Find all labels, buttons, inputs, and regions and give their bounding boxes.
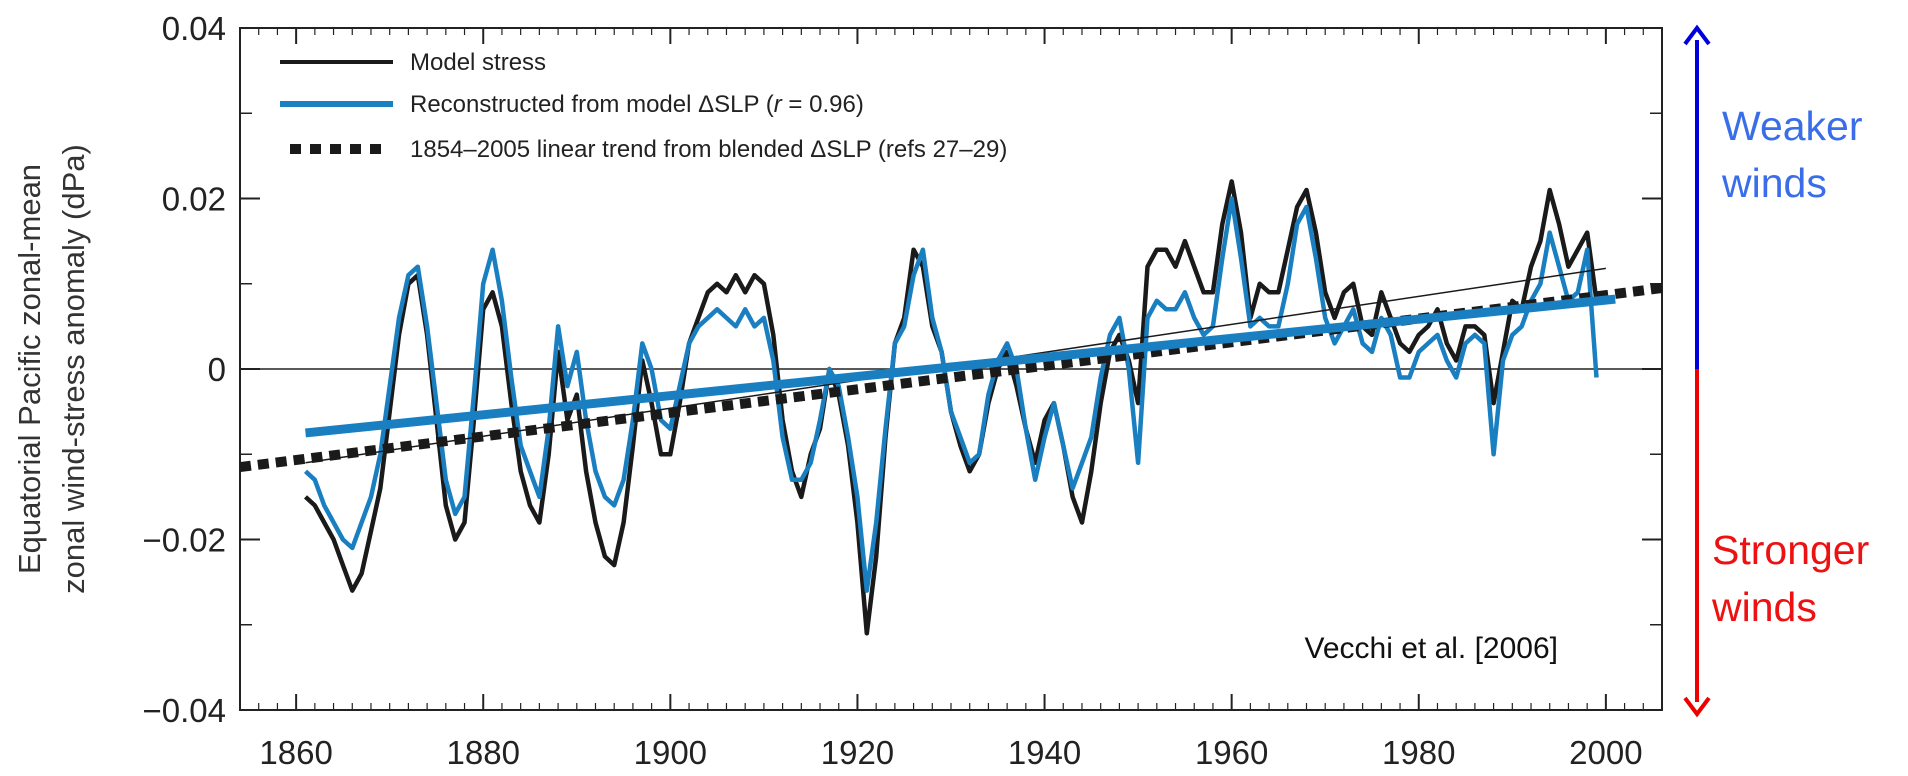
- legend-reconstructed-r: r: [774, 91, 783, 118]
- arrow-down-head: [1683, 696, 1711, 718]
- y-tick-label: −0.04: [143, 692, 227, 729]
- legend: Model stress Reconstructed from model ΔS…: [280, 49, 1007, 163]
- y-axis-label-line2: zonal wind-stress anomaly (dPa): [56, 144, 91, 594]
- y-tick-label: 0.02: [162, 181, 226, 218]
- weaker-winds-line2: winds: [1721, 160, 1827, 206]
- arrow-up-head: [1683, 24, 1711, 46]
- legend-reconstructed-pre: Reconstructed from model ΔSLP (: [410, 91, 774, 118]
- x-tick-label: 1860: [259, 734, 332, 771]
- y-tick-label: −0.02: [143, 522, 227, 559]
- x-tick-label: 2000: [1569, 734, 1642, 771]
- weaker-winds-line1: Weaker: [1722, 103, 1863, 149]
- x-minor-ticks: [258, 28, 1644, 710]
- x-major-ticks: [295, 28, 1607, 710]
- stronger-winds-line1: Stronger: [1712, 527, 1869, 573]
- stronger-winds-line2: winds: [1711, 584, 1817, 630]
- x-tick-label: 1880: [447, 734, 520, 771]
- y-axis-label: Equatorial Pacific zonal-mean zonal wind…: [12, 144, 91, 594]
- legend-label-reconstructed: Reconstructed from model ΔSLP (r = 0.96): [410, 91, 864, 118]
- legend-label-trend: 1854–2005 linear trend from blended ΔSLP…: [410, 136, 1007, 163]
- x-tick-label: 1960: [1195, 734, 1268, 771]
- citation-annotation: Vecchi et al. [2006]: [1304, 632, 1558, 665]
- trend-line-reconstructed: [305, 294, 1616, 438]
- x-tick-label: 1900: [634, 734, 707, 771]
- series-line-reconstructed: [303, 196, 1599, 593]
- y-axis-label-line1: Equatorial Pacific zonal-mean: [12, 164, 47, 574]
- y-tick-label: 0: [208, 351, 226, 388]
- legend-label-model-stress: Model stress: [410, 49, 546, 76]
- direction-arrow: [1683, 24, 1711, 718]
- series-layer: [239, 179, 1663, 636]
- y-minor-ticks: [240, 112, 1662, 626]
- x-tick-label: 1940: [1008, 734, 1081, 771]
- x-tick-labels: 1860 1880 1900 1920 1940 1960 1980 2000: [259, 734, 1642, 771]
- y-tick-labels: −0.04 −0.02 0 0.02 0.04: [143, 10, 227, 729]
- y-major-ticks: [240, 27, 1662, 711]
- x-tick-label: 1980: [1382, 734, 1455, 771]
- y-tick-label: 0.04: [162, 10, 226, 47]
- legend-reconstructed-post: = 0.96): [782, 91, 864, 118]
- x-tick-label: 1920: [821, 734, 894, 771]
